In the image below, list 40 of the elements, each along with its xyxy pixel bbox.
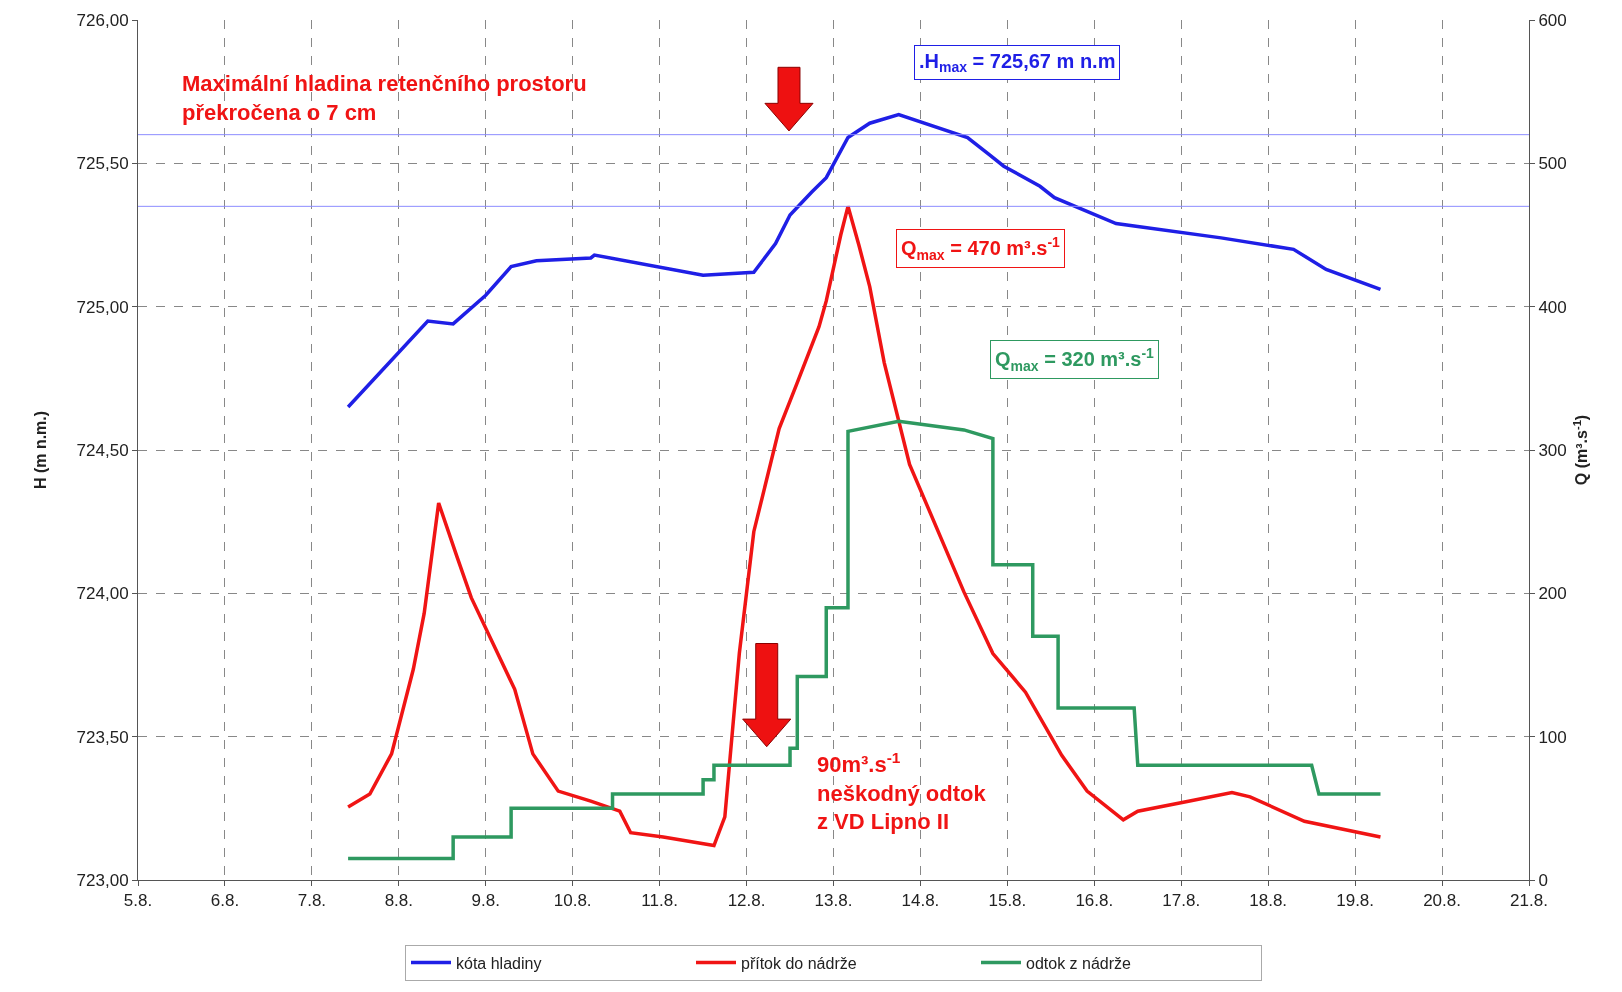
- x-tick-label: 10.8.: [553, 891, 592, 911]
- annotation: Q$_{max}$ = 470 m³.s$^{-1}$: [901, 234, 1061, 263]
- x-tick-label: 14.8.: [901, 891, 940, 911]
- y-tick-label: 724,00: [76, 584, 129, 604]
- x-tick-label: 13.8.: [814, 891, 853, 911]
- annotation: Q$_{max}$ = 320 m³.s$^{-1}$: [995, 345, 1155, 374]
- y-axis-title: H (m n.m.): [32, 410, 50, 490]
- y-tick-label: 726,00: [76, 10, 129, 30]
- y2-tick-label: 200: [1538, 584, 1567, 604]
- x-tick-label: 16.8.: [1075, 891, 1114, 911]
- y2-tick-label: 300: [1538, 440, 1567, 460]
- x-tick-label: 8.8.: [384, 891, 413, 911]
- x-tick-label: 20.8.: [1423, 891, 1461, 911]
- y2-tick-label: 100: [1538, 727, 1567, 747]
- x-tick-label: 17.8.: [1162, 891, 1201, 911]
- x-tick-label: 5.8.: [123, 891, 153, 911]
- annotation: .H$_{max}$ = 725,67 m n.m: [919, 50, 1116, 76]
- x-tick-label: 7.8.: [297, 891, 327, 911]
- y-tick-label: 723,50: [76, 727, 129, 747]
- x-tick-label: 12.8.: [727, 891, 766, 911]
- legend-label: odtok z nádrže: [1026, 954, 1132, 972]
- y-tick-label: 724,50: [76, 440, 129, 460]
- y2-tick-label: 400: [1538, 297, 1567, 317]
- legend-label: přítok do nádrže: [741, 954, 857, 972]
- x-tick-label: 18.8.: [1249, 891, 1288, 911]
- y-tick-label: 725,50: [76, 154, 129, 174]
- x-tick-label: 9.8.: [471, 891, 500, 911]
- y2-tick-label: 500: [1538, 154, 1567, 174]
- legend-label: kóta hladiny: [456, 954, 542, 972]
- x-tick-label: 19.8.: [1336, 891, 1375, 911]
- annotation: Maximální hladina retenčního prostoru překročena o 7 cm: [182, 71, 587, 125]
- annotation: 90m³.s$^{-1}$ neškodný odtok z VD Lipno II: [817, 749, 987, 835]
- y2-tick-label: 0: [1538, 870, 1548, 890]
- x-tick-label: 11.8.: [641, 891, 678, 911]
- y-tick-label: 723,00: [76, 870, 129, 890]
- y-tick-label: 725,00: [76, 297, 129, 317]
- x-tick-label: 6.8.: [210, 891, 240, 911]
- x-tick-label: 21.8.: [1510, 891, 1548, 911]
- y2-tick-label: 600: [1538, 10, 1567, 30]
- x-tick-label: 15.8.: [988, 891, 1027, 911]
